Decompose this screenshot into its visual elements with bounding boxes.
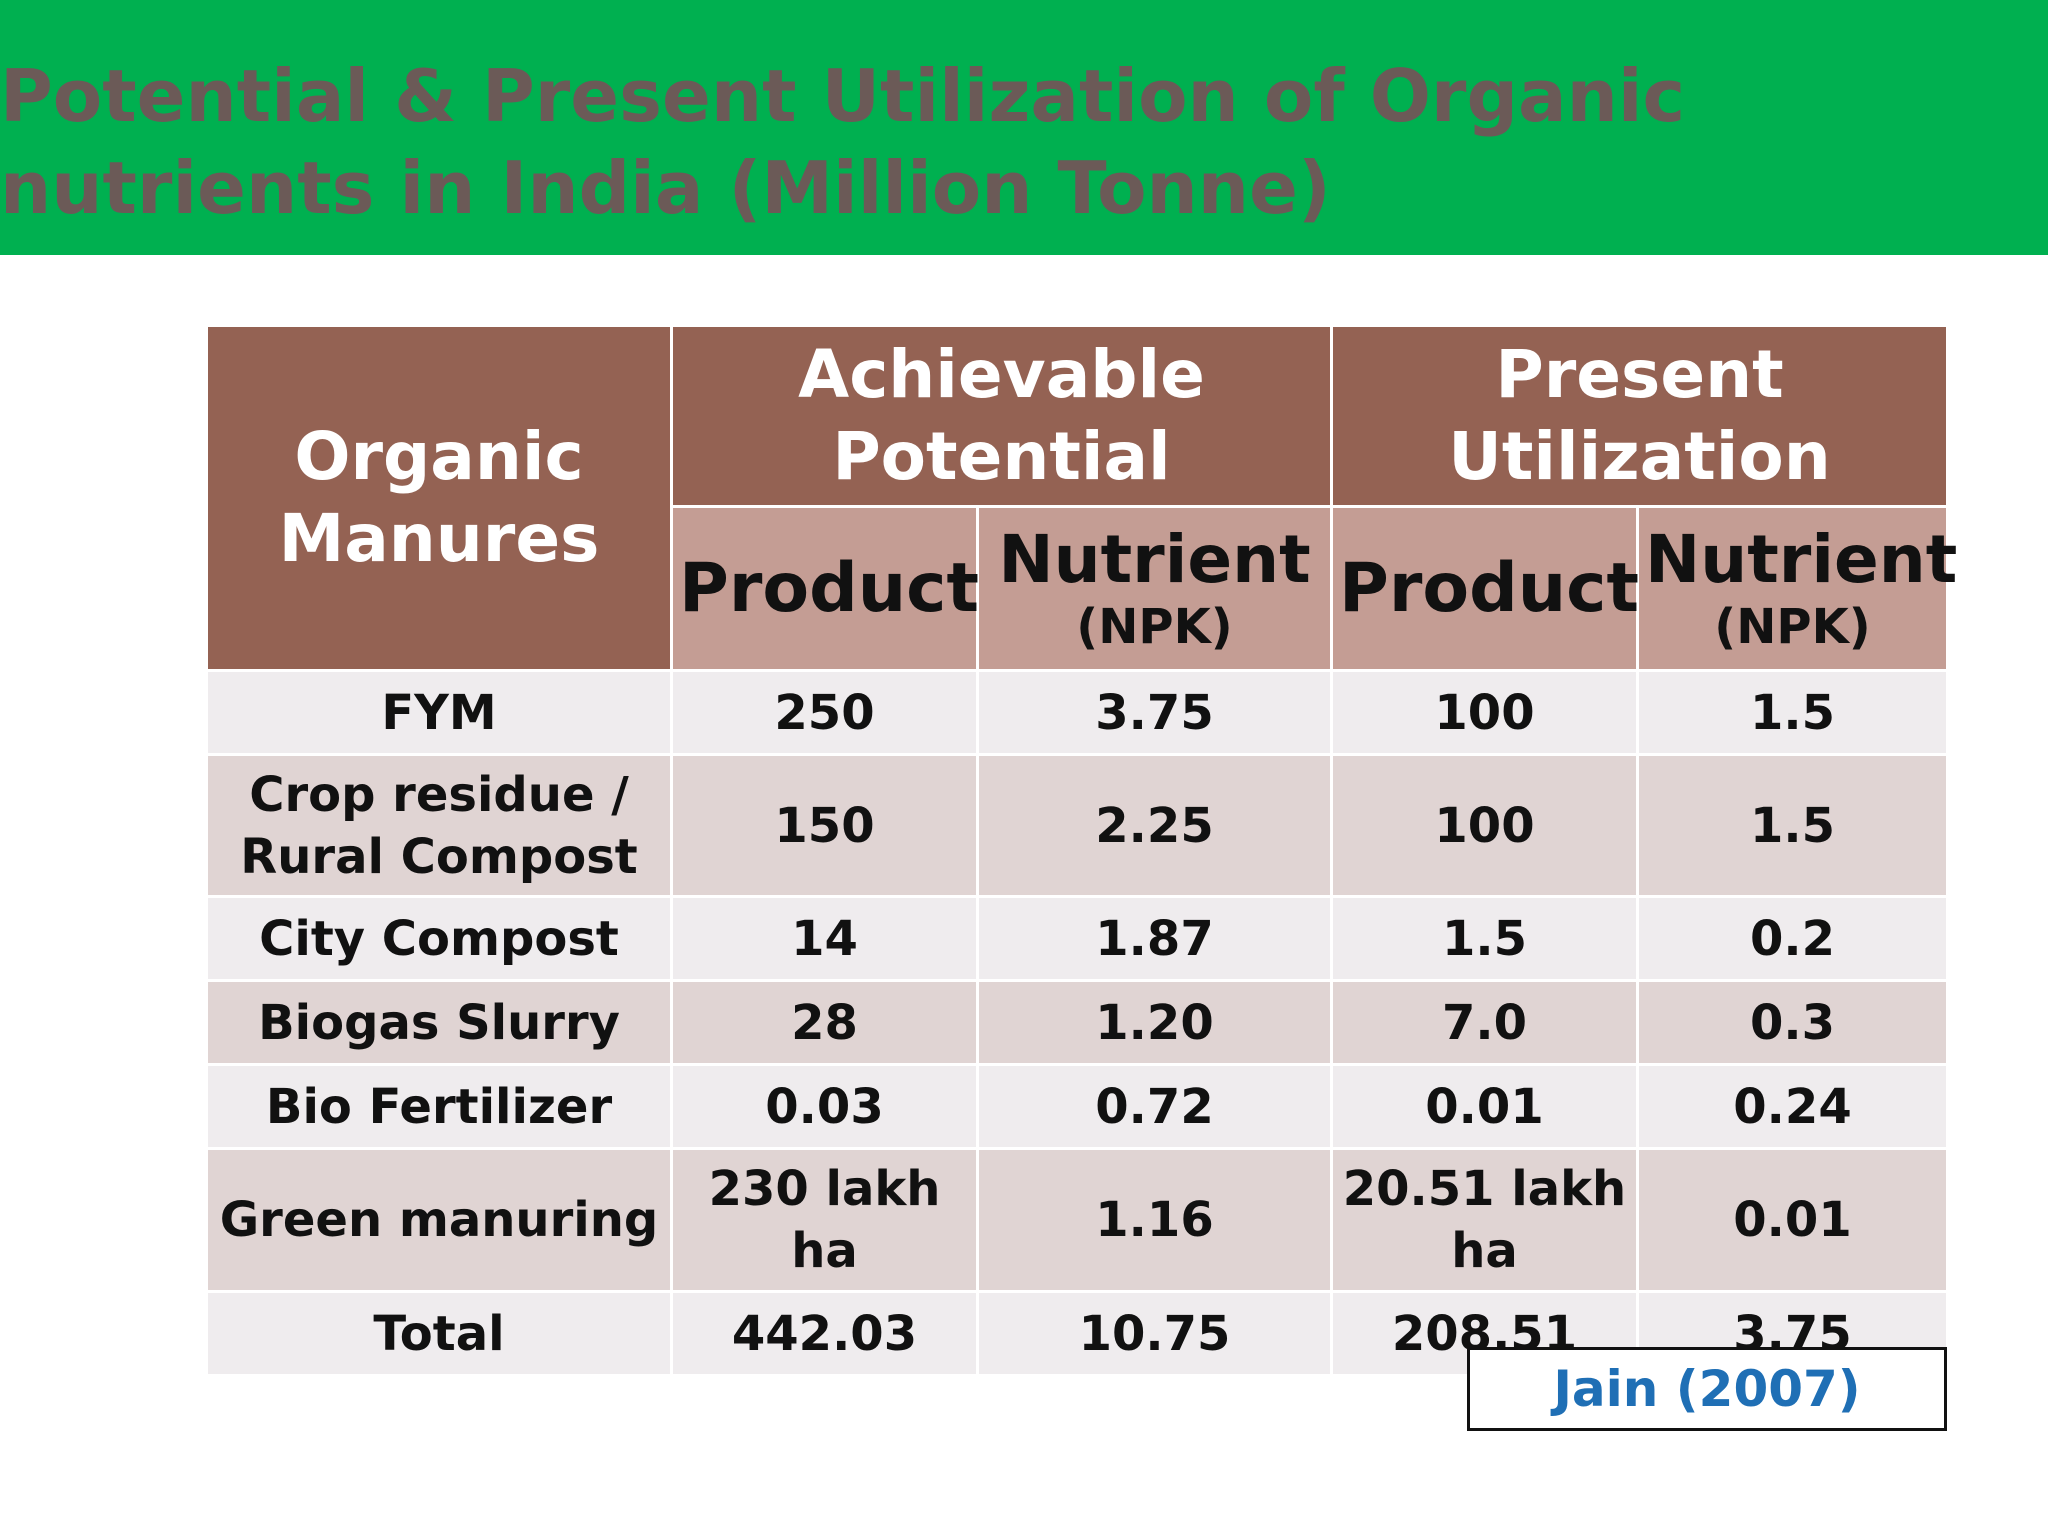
header-organic-manures: Organic Manures [205, 324, 673, 672]
table-row-total: Total 442.03 10.75 208.51 3.75 [205, 1290, 1949, 1377]
cell-pu-product: 0.01 [1330, 1063, 1639, 1150]
cell-manure: Crop residue / Rural Compost [205, 753, 673, 898]
table-row-city-compost: City Compost 14 1.87 1.5 0.2 [205, 895, 1949, 982]
cell-manure: Green manuring [205, 1147, 673, 1293]
citation-text: Jain (2007) [1553, 1360, 1861, 1418]
organic-nutrients-table: Organic Manures Achievable Potential Pre… [205, 324, 1958, 1377]
cell-ap-product: 0.03 [670, 1063, 979, 1150]
header-pu-product-label: Product [1339, 548, 1639, 628]
cell-pu-nutrient: 1.5 [1636, 753, 1949, 898]
cell-manure: Biogas Slurry [205, 979, 673, 1066]
cell-pu-product: 100 [1330, 753, 1639, 898]
table-row-green-manuring: Green manuring 230 lakh ha 1.16 20.51 la… [205, 1147, 1949, 1293]
cell-ap-nutrient: 1.87 [976, 895, 1333, 982]
header-pu-nutrient-label: Nutrient [1645, 520, 1958, 598]
cell-pu-nutrient: 0.01 [1636, 1147, 1949, 1293]
cell-pu-nutrient: 0.24 [1636, 1063, 1949, 1150]
cell-ap-nutrient: 1.20 [976, 979, 1333, 1066]
cell-pu-product: 100 [1330, 669, 1639, 756]
cell-ap-nutrient: 1.16 [976, 1147, 1333, 1293]
title-bar: Potential & Present Utilization of Organ… [0, 0, 2048, 255]
header-ap-product-label: Product [679, 548, 979, 628]
header-ap-product: Product [670, 505, 979, 672]
cell-ap-product: 230 lakh ha [670, 1147, 979, 1293]
cell-ap-product: 250 [670, 669, 979, 756]
header-pu-nutrient: Nutrient (NPK) [1636, 505, 1958, 672]
cell-manure: Total [205, 1290, 673, 1377]
cell-ap-nutrient: 2.25 [976, 753, 1333, 898]
cell-manure: Bio Fertilizer [205, 1063, 673, 1150]
cell-ap-nutrient: 0.72 [976, 1063, 1333, 1150]
cell-ap-product: 442.03 [670, 1290, 979, 1377]
table-row-bio-fertilizer: Bio Fertilizer 0.03 0.72 0.01 0.24 [205, 1063, 1949, 1150]
cell-ap-product: 14 [670, 895, 979, 982]
header-pu-product: Product [1330, 505, 1639, 672]
cell-ap-product: 28 [670, 979, 979, 1066]
header-ap-nutrient-label: Nutrient [998, 520, 1311, 598]
slide-title: Potential & Present Utilization of Organ… [0, 54, 1686, 230]
cell-pu-product: 1.5 [1330, 895, 1639, 982]
cell-pu-nutrient: 0.3 [1636, 979, 1949, 1066]
cell-ap-product: 150 [670, 753, 979, 898]
cell-ap-nutrient: 3.75 [976, 669, 1333, 756]
cell-ap-nutrient: 10.75 [976, 1290, 1333, 1377]
cell-pu-nutrient: 0.2 [1636, 895, 1949, 982]
cell-pu-product: 7.0 [1330, 979, 1639, 1066]
header-ap-npk-label: (NPK) [1076, 598, 1233, 655]
citation-box: Jain (2007) [1467, 1347, 1947, 1431]
table-row-crop-residue: Crop residue / Rural Compost 150 2.25 10… [205, 753, 1949, 898]
cell-pu-product: 20.51 lakh ha [1330, 1147, 1639, 1293]
table-row-biogas-slurry: Biogas Slurry 28 1.20 7.0 0.3 [205, 979, 1949, 1066]
cell-manure: City Compost [205, 895, 673, 982]
cell-manure: FYM [205, 669, 673, 756]
header-ap-nutrient: Nutrient (NPK) [976, 505, 1333, 672]
table-row-fym: FYM 250 3.75 100 1.5 [205, 669, 1949, 756]
header-present-utilization: Present Utilization [1330, 324, 1949, 508]
header-achievable-potential: Achievable Potential [670, 324, 1333, 508]
header-pu-npk-label: (NPK) [1714, 598, 1871, 655]
cell-pu-nutrient: 1.5 [1636, 669, 1949, 756]
